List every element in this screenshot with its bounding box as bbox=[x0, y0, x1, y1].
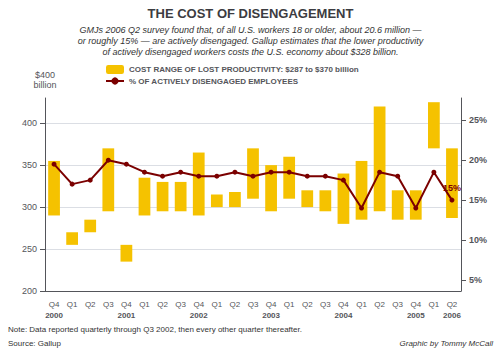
svg-text:GMJs 2006 Q2 survey found that: GMJs 2006 Q2 survey found that, of all U… bbox=[79, 25, 422, 35]
svg-text:Q2: Q2 bbox=[157, 300, 168, 309]
svg-text:2006: 2006 bbox=[443, 311, 461, 320]
svg-text:Q4: Q4 bbox=[121, 300, 132, 309]
svg-text:$400: $400 bbox=[35, 70, 55, 80]
svg-text:Graphic by Tommy McCall: Graphic by Tommy McCall bbox=[399, 339, 493, 348]
svg-text:2003: 2003 bbox=[262, 311, 280, 320]
svg-text:COST RANGE OF LOST PRODUCTIVIT: COST RANGE OF LOST PRODUCTIVITY: $287 to… bbox=[129, 65, 359, 74]
svg-text:Q4: Q4 bbox=[49, 300, 60, 309]
svg-text:Q2: Q2 bbox=[302, 300, 313, 309]
svg-text:2000: 2000 bbox=[45, 311, 63, 320]
svg-text:Q3: Q3 bbox=[392, 300, 403, 309]
svg-text:15%: 15% bbox=[469, 195, 487, 205]
svg-text:Q2: Q2 bbox=[230, 300, 241, 309]
svg-text:THE COST OF DISENGAGEMENT: THE COST OF DISENGAGEMENT bbox=[148, 6, 354, 21]
svg-text:Q3: Q3 bbox=[320, 300, 331, 309]
svg-text:Q2: Q2 bbox=[374, 300, 385, 309]
svg-text:350: 350 bbox=[22, 160, 37, 170]
svg-text:Q2: Q2 bbox=[85, 300, 96, 309]
svg-text:25%: 25% bbox=[469, 115, 487, 125]
svg-text:5%: 5% bbox=[469, 275, 482, 285]
svg-text:Source: Gallup: Source: Gallup bbox=[8, 339, 61, 348]
svg-text:Q1: Q1 bbox=[356, 300, 367, 309]
svg-text:Q4: Q4 bbox=[266, 300, 277, 309]
svg-text:Q4: Q4 bbox=[410, 300, 421, 309]
svg-text:Note: Data reported quarterly: Note: Data reported quarterly through Q3… bbox=[8, 325, 302, 334]
svg-text:200: 200 bbox=[22, 286, 37, 296]
svg-text:Q2: Q2 bbox=[447, 300, 458, 309]
svg-text:of actively disengaged workers: of actively disengaged workers costs the… bbox=[102, 47, 398, 57]
svg-text:10%: 10% bbox=[469, 235, 487, 245]
svg-text:Q3: Q3 bbox=[175, 300, 186, 309]
svg-text:Q3: Q3 bbox=[248, 300, 259, 309]
svg-text:Q1: Q1 bbox=[284, 300, 295, 309]
svg-text:Q3: Q3 bbox=[103, 300, 114, 309]
svg-text:15%: 15% bbox=[443, 183, 461, 193]
svg-text:Q1: Q1 bbox=[211, 300, 222, 309]
svg-text:or roughly 15% — are actively: or roughly 15% — are actively disengaged… bbox=[78, 36, 424, 46]
svg-text:% OF ACTIVELY DISENGAGED EMPLO: % OF ACTIVELY DISENGAGED EMPLOYEES bbox=[129, 77, 299, 86]
svg-text:Q1: Q1 bbox=[429, 300, 440, 309]
svg-text:Q1: Q1 bbox=[67, 300, 78, 309]
svg-text:Q4: Q4 bbox=[338, 300, 349, 309]
svg-text:billion: billion bbox=[33, 80, 56, 90]
svg-text:Q4: Q4 bbox=[193, 300, 204, 309]
svg-text:400: 400 bbox=[22, 118, 37, 128]
svg-text:250: 250 bbox=[22, 244, 37, 254]
svg-text:300: 300 bbox=[22, 202, 37, 212]
svg-text:Q1: Q1 bbox=[139, 300, 150, 309]
svg-text:2002: 2002 bbox=[190, 311, 208, 320]
svg-text:20%: 20% bbox=[469, 155, 487, 165]
svg-text:2004: 2004 bbox=[335, 311, 353, 320]
svg-text:2001: 2001 bbox=[117, 311, 135, 320]
svg-text:2005: 2005 bbox=[407, 311, 425, 320]
